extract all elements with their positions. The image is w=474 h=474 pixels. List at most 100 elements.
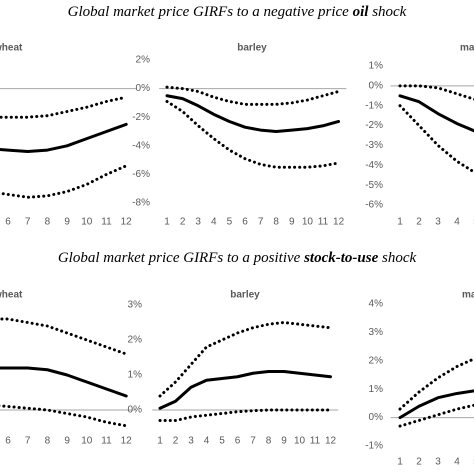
x-tick-label: 6 — [242, 217, 248, 228]
x-tick-label: 5 — [227, 217, 233, 228]
y-tick-label: -1% — [365, 441, 383, 452]
x-tick-label: 10 — [302, 217, 314, 228]
series-line — [165, 85, 341, 106]
panel-title: wheat — [0, 290, 23, 301]
series-line — [0, 95, 128, 119]
y-tick-label: 0% — [369, 80, 384, 91]
series-line — [398, 84, 474, 101]
x-tick-label: 1 — [164, 217, 170, 228]
x-tick-label: 8 — [45, 436, 51, 447]
series-line — [398, 389, 474, 420]
x-tick-label: 9 — [64, 217, 70, 228]
x-tick-label: 4 — [211, 217, 217, 228]
panel-title: maize — [460, 43, 474, 54]
series-line — [158, 370, 332, 410]
x-tick-label: 12 — [121, 217, 133, 228]
y-tick-label: -6% — [132, 169, 150, 180]
series-line — [398, 357, 474, 411]
panel-title: barley — [237, 43, 267, 54]
x-tick-label: 6 — [5, 217, 11, 228]
y-tick-label: 1% — [369, 61, 384, 72]
series-line — [158, 408, 332, 422]
y-tick-label: -8% — [132, 198, 150, 209]
series-line — [0, 366, 128, 398]
y-tick-label: 2% — [369, 355, 384, 366]
x-tick-label: 8 — [273, 217, 279, 228]
series-line — [0, 317, 128, 356]
series-line — [398, 94, 474, 133]
heading-part: oil — [353, 4, 370, 20]
y-tick-label: -2% — [365, 120, 383, 131]
heading: Global market price GIRFs to a positive … — [58, 250, 417, 266]
y-tick-label: 2% — [128, 335, 143, 346]
y-tick-label: -4% — [132, 140, 150, 151]
heading-part: shock — [368, 4, 406, 20]
x-tick-label: 11 — [310, 436, 321, 447]
x-tick-label: 7 — [25, 217, 31, 228]
x-tick-label: 9 — [289, 217, 295, 228]
y-tick-label: -3% — [365, 140, 383, 151]
y-tick-label: 2% — [136, 55, 151, 66]
x-tick-label: 10 — [81, 436, 93, 447]
panel-title: wheat — [0, 43, 23, 54]
series-line — [165, 94, 341, 133]
x-tick-label: 12 — [121, 436, 133, 447]
series-line — [0, 404, 128, 428]
x-tick-label: 11 — [101, 436, 112, 447]
x-tick-label: 1 — [157, 436, 163, 447]
x-tick-label: 4 — [454, 457, 460, 468]
series-line — [398, 403, 474, 428]
y-tick-label: -6% — [365, 200, 383, 211]
y-tick-label: -1% — [365, 100, 383, 111]
heading-part: stock-to-use — [303, 250, 379, 266]
x-tick-label: 2 — [416, 457, 422, 468]
y-tick-label: 1% — [128, 370, 143, 381]
x-tick-label: 7 — [258, 217, 264, 228]
x-tick-label: 4 — [204, 436, 210, 447]
panel-title: barley — [230, 290, 260, 301]
x-tick-label: 3 — [188, 436, 194, 447]
y-tick-label: -2% — [132, 112, 150, 123]
series-line — [398, 104, 474, 174]
x-tick-label: 2 — [173, 436, 179, 447]
y-tick-label: 1% — [369, 384, 384, 395]
x-tick-label: 9 — [281, 436, 287, 447]
panel-title: maize — [462, 290, 474, 301]
x-tick-label: 10 — [294, 436, 306, 447]
x-tick-label: 6 — [235, 436, 241, 447]
x-tick-label: 11 — [318, 217, 329, 228]
x-tick-label: 7 — [250, 436, 256, 447]
y-tick-label: 0% — [128, 405, 143, 416]
heading-part: Global market price GIRFs to a positive — [58, 250, 304, 266]
x-tick-label: 7 — [25, 436, 31, 447]
x-tick-label: 1 — [397, 217, 403, 228]
series-line — [158, 321, 332, 398]
x-tick-label: 9 — [64, 436, 70, 447]
series-line — [0, 122, 128, 154]
x-tick-label: 6 — [5, 436, 11, 447]
series-line — [0, 164, 128, 199]
x-tick-label: 11 — [101, 217, 112, 228]
y-tick-label: 0% — [369, 412, 384, 423]
x-tick-label: 2 — [416, 217, 422, 228]
x-tick-label: 2 — [180, 217, 186, 228]
x-tick-label: 3 — [435, 217, 441, 228]
x-tick-label: 12 — [325, 436, 337, 447]
heading-part: Global market price GIRFs to a negative … — [68, 4, 353, 20]
x-tick-label: 3 — [195, 217, 201, 228]
x-tick-label: 4 — [454, 217, 460, 228]
x-tick-label: 5 — [219, 436, 225, 447]
x-tick-label: 8 — [266, 436, 272, 447]
x-tick-label: 10 — [81, 217, 93, 228]
series-line — [165, 99, 341, 169]
y-tick-label: 3% — [128, 300, 143, 311]
y-tick-label: -5% — [365, 180, 383, 191]
x-tick-label: 12 — [333, 217, 345, 228]
y-tick-label: -4% — [365, 160, 383, 171]
y-tick-label: 0% — [136, 83, 151, 94]
heading-part: shock — [378, 250, 416, 266]
x-tick-label: 1 — [397, 457, 403, 468]
x-tick-label: 8 — [45, 217, 51, 228]
heading: Global market price GIRFs to a negative … — [68, 4, 407, 20]
